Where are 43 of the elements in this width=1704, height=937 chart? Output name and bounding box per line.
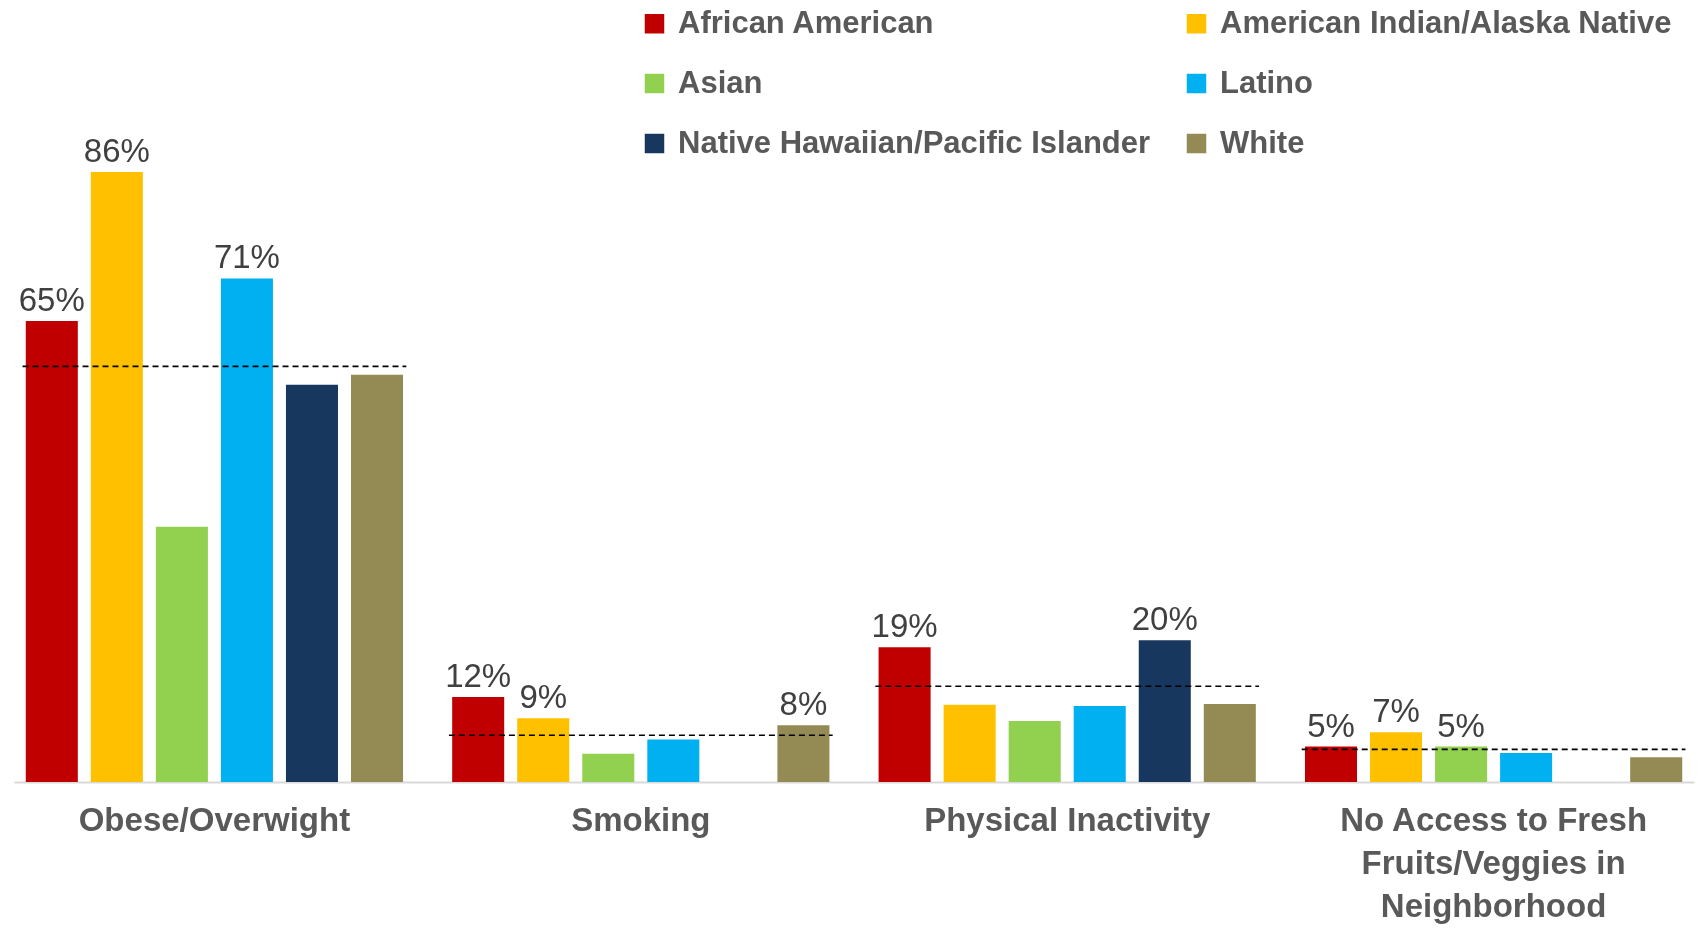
x-tick-label: Physical Inactivity	[924, 800, 1211, 838]
data-label: 86%	[83, 132, 150, 169]
x-tick-label: Obese/Overwight	[78, 800, 351, 838]
data-label: 8%	[779, 685, 828, 723]
bar	[1435, 746, 1488, 782]
legend-label: Asian	[678, 64, 763, 100]
bar	[1138, 640, 1191, 782]
bar	[220, 278, 273, 782]
bar	[647, 739, 700, 782]
data-label: 19%	[871, 607, 938, 645]
bar	[155, 526, 208, 782]
bar	[452, 696, 505, 782]
bar	[1008, 721, 1061, 782]
bar	[351, 374, 404, 782]
x-tick-label: Smoking	[571, 800, 711, 838]
data-label: 5%	[1437, 706, 1485, 744]
bar	[1630, 757, 1683, 782]
x-tick-label: No Access to Fresh Fruits/Veggies in Neighborhood	[1340, 800, 1648, 924]
legend-label: White	[1220, 124, 1305, 160]
bar	[1370, 732, 1423, 782]
bar	[285, 384, 338, 782]
data-label: 65%	[18, 280, 85, 318]
data-label: 71%	[213, 238, 280, 276]
data-label: 5%	[1307, 706, 1355, 744]
bar	[878, 647, 931, 782]
bar	[90, 172, 143, 782]
bar	[777, 725, 830, 782]
bar	[1500, 752, 1553, 782]
data-label: 7%	[1372, 692, 1420, 730]
data-label: 20%	[1131, 600, 1198, 638]
bar	[517, 718, 570, 782]
legend-label: American Indian/Alaska Native	[1220, 4, 1672, 40]
bar	[943, 704, 996, 782]
bar	[1304, 746, 1357, 782]
legend-label: Latino	[1220, 64, 1313, 100]
bar	[582, 753, 635, 782]
data-label: 9%	[519, 678, 568, 716]
bar	[25, 320, 78, 782]
bar	[1073, 706, 1126, 782]
bar	[1203, 703, 1256, 782]
data-label: 12%	[445, 656, 512, 694]
legend-label: African American	[678, 4, 934, 40]
legend-label: Native Hawaiian/Pacific Islander	[678, 124, 1151, 160]
